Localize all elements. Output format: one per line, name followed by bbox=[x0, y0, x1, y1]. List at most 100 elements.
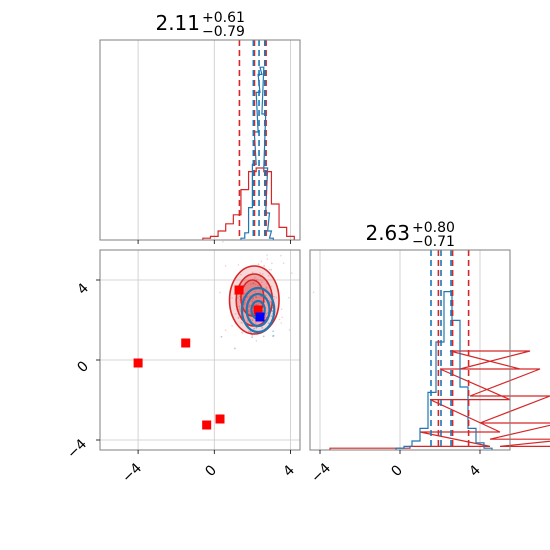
red-sample-point bbox=[239, 307, 241, 310]
red-sample-point bbox=[266, 258, 269, 260]
p3-hist-series-1 bbox=[395, 291, 493, 450]
red-sample-point bbox=[255, 340, 258, 342]
red-sample-point bbox=[251, 271, 254, 274]
red-sample-point bbox=[237, 297, 239, 299]
red-sample-point bbox=[259, 290, 261, 293]
blue-sample-point bbox=[248, 304, 251, 307]
red-sample-point bbox=[260, 260, 263, 263]
red-sample-point bbox=[239, 310, 241, 312]
red-sample-point bbox=[241, 332, 244, 334]
blue-sample-point bbox=[265, 312, 268, 315]
red-sample-point bbox=[224, 265, 227, 267]
red-sample-point bbox=[240, 321, 243, 324]
blue-sample-point bbox=[243, 301, 246, 304]
red-sample-point bbox=[234, 313, 237, 315]
red-sample-point bbox=[267, 274, 270, 277]
red-sample-point bbox=[254, 290, 256, 293]
red-sample-point bbox=[263, 264, 265, 267]
blue-sample-point bbox=[251, 319, 254, 322]
red-sample-point bbox=[270, 268, 273, 271]
marginal-x-title-minus: −0.79 bbox=[202, 24, 245, 40]
red-marker-3 bbox=[133, 358, 143, 368]
blue-contour-1 bbox=[245, 292, 271, 328]
red-sample-point bbox=[312, 291, 315, 294]
red-sample-point bbox=[258, 296, 260, 299]
red-sample-point bbox=[254, 322, 257, 324]
marginal-x-title-value: 2.11 bbox=[155, 11, 200, 35]
blue-sample-point bbox=[220, 335, 223, 338]
p3-hist-series-0 bbox=[329, 350, 550, 450]
p1-hist-series-1 bbox=[240, 66, 274, 240]
red-sample-point bbox=[246, 320, 249, 322]
red-sample-point bbox=[240, 273, 242, 276]
red-sample-point bbox=[278, 318, 281, 321]
y-tick-label-neg4: −4 bbox=[64, 436, 90, 462]
marginal-x-title-plus: +0.61 bbox=[202, 10, 245, 26]
blue-sample-point bbox=[264, 294, 267, 297]
blue-sample-point bbox=[251, 300, 254, 303]
red-sample-point bbox=[259, 272, 261, 274]
red-sample-point bbox=[247, 330, 250, 332]
p3-x-tick-label-0: 0 bbox=[388, 462, 406, 480]
red-sample-point bbox=[252, 297, 255, 299]
blue-sample-point bbox=[270, 315, 273, 318]
marginal-x-panel: 2.11 +0.61 −0.79 bbox=[99, 10, 301, 244]
marginal-y-title-value: 2.63 bbox=[365, 221, 410, 245]
red-sample-point bbox=[288, 296, 290, 299]
red-sample-point bbox=[280, 308, 283, 310]
blue-sample-point bbox=[252, 282, 255, 284]
red-sample-point bbox=[243, 292, 246, 295]
blue-sample-point bbox=[237, 316, 240, 319]
y-tick-label-0: 0 bbox=[74, 358, 92, 376]
red-sample-point bbox=[273, 298, 276, 300]
red-sample-point bbox=[231, 325, 233, 327]
red-sample-point bbox=[271, 262, 273, 265]
red-marker-2 bbox=[181, 338, 191, 348]
blue-sample-point bbox=[261, 326, 264, 329]
red-sample-point bbox=[231, 297, 233, 299]
blue-sample-point bbox=[247, 310, 250, 313]
p1-hist-series-0 bbox=[202, 167, 295, 240]
red-sample-point bbox=[260, 281, 263, 284]
marginal-x-frame bbox=[99, 39, 301, 241]
blue-contour-0 bbox=[240, 286, 276, 334]
blue-sample-point bbox=[234, 347, 236, 350]
blue-sample-point bbox=[272, 295, 275, 298]
blue-sample-point bbox=[269, 301, 272, 304]
red-marker-5 bbox=[215, 414, 225, 424]
red-sample-point bbox=[249, 283, 252, 286]
blue-marker bbox=[255, 312, 265, 322]
blue-sample-point bbox=[264, 316, 267, 319]
x-tick-label-0: 0 bbox=[202, 462, 220, 480]
red-sample-point bbox=[282, 262, 285, 264]
marginal-y-panel: 2.63 +0.80 −0.71 −4 0 4 bbox=[308, 220, 550, 486]
p3-x-tick-label-neg4: −4 bbox=[308, 460, 334, 486]
red-sample-point bbox=[248, 310, 251, 313]
red-sample-point bbox=[254, 283, 257, 286]
p3-x-tick-label-4: 4 bbox=[466, 462, 484, 480]
red-sample-point bbox=[238, 305, 241, 308]
red-sample-point bbox=[281, 316, 283, 319]
red-sample-point bbox=[280, 322, 283, 324]
red-sample-point bbox=[270, 285, 273, 288]
red-sample-point bbox=[243, 279, 246, 282]
red-sample-point bbox=[224, 329, 227, 331]
red-sample-point bbox=[268, 268, 271, 271]
marginal-y-frame bbox=[309, 249, 511, 451]
red-sample-point bbox=[254, 277, 256, 279]
marginal-y-title-minus: −0.71 bbox=[412, 234, 455, 250]
x-tick-label-neg4: −4 bbox=[119, 460, 145, 486]
red-sample-point bbox=[262, 273, 264, 275]
x-tick-label-4: 4 bbox=[280, 462, 298, 480]
red-marker-1 bbox=[253, 305, 263, 315]
red-sample-point bbox=[245, 233, 248, 235]
blue-sample-point bbox=[256, 304, 259, 306]
blue-sample-point bbox=[253, 327, 256, 330]
red-sample-point bbox=[265, 286, 268, 289]
red-sample-point bbox=[275, 296, 278, 299]
red-sample-point bbox=[255, 278, 258, 281]
red-sample-point bbox=[219, 291, 221, 294]
blue-sample-point bbox=[251, 336, 254, 339]
red-marker-0 bbox=[234, 285, 244, 295]
